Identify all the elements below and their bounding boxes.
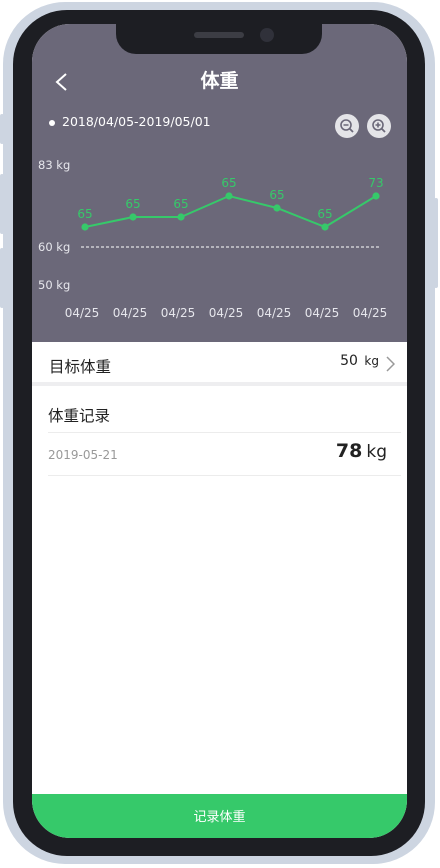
x-tick-label: 04/25: [353, 306, 388, 320]
data-label: 73: [368, 176, 383, 190]
x-tick-label: 04/25: [65, 306, 100, 320]
record-divider: [48, 475, 401, 476]
data-label: 65: [317, 207, 332, 221]
zoom-out-button[interactable]: [335, 114, 359, 138]
data-label: 65: [125, 197, 140, 211]
data-point: [273, 204, 281, 212]
target-weight-row[interactable]: 目标体重 50 kg: [32, 342, 407, 386]
record-weight-button[interactable]: 记录体重: [32, 794, 407, 838]
target-weight-label: 目标体重: [49, 358, 112, 376]
date-range: 2018/04/05-2019/05/01: [62, 114, 211, 129]
volume-down-button: [0, 248, 4, 308]
data-point: [225, 192, 233, 200]
range-bullet: [49, 120, 55, 126]
chevron-right-icon: [386, 356, 395, 372]
x-tick-label: 04/25: [257, 306, 292, 320]
x-tick-label: 04/25: [305, 306, 340, 320]
data-label: 65: [269, 188, 284, 202]
record-date: 2019-05-21: [48, 448, 118, 462]
speaker-grille: [194, 32, 244, 38]
weight-header: 体重 2018/04/05-2019/05/01 83 kg 60 kg 50 kg…: [32, 24, 407, 342]
zoom-out-icon: [340, 119, 354, 133]
data-point: [177, 213, 185, 221]
phone-notch: [116, 24, 322, 54]
page-title: 体重: [200, 70, 239, 92]
y-tick-label: 83 kg: [38, 158, 70, 172]
records-divider: [48, 432, 401, 433]
x-tick-label: 04/25: [209, 306, 244, 320]
data-label: 65: [221, 176, 236, 190]
y-tick-label: 60 kg: [38, 240, 70, 254]
zoom-in-icon: [372, 119, 386, 133]
records-title: 体重记录: [48, 407, 111, 425]
x-tick-label: 04/25: [161, 306, 196, 320]
y-tick-label: 50 kg: [38, 278, 70, 292]
chevron-left-icon[interactable]: [52, 72, 72, 92]
target-weight-value: 50 kg: [340, 353, 379, 369]
app-screen: 体重 2018/04/05-2019/05/01 83 kg 60 kg 50 kg…: [32, 24, 407, 838]
mute-switch: [0, 114, 4, 144]
x-tick-label: 04/25: [113, 306, 148, 320]
data-label: 65: [173, 197, 188, 211]
data-label: 65: [77, 207, 92, 221]
power-button: [434, 198, 438, 288]
data-point: [81, 223, 89, 231]
data-point: [321, 223, 329, 231]
weight-line-chart: 83 kg 60 kg 50 kg 65 65 65 65 65 65 73 04/25 04/2…: [38, 158, 388, 320]
front-camera: [260, 28, 274, 42]
data-point: [129, 213, 137, 221]
zoom-in-button[interactable]: [367, 114, 391, 138]
volume-up-button: [0, 174, 4, 234]
record-value: 78 kg: [335, 440, 387, 462]
data-point: [372, 192, 380, 200]
